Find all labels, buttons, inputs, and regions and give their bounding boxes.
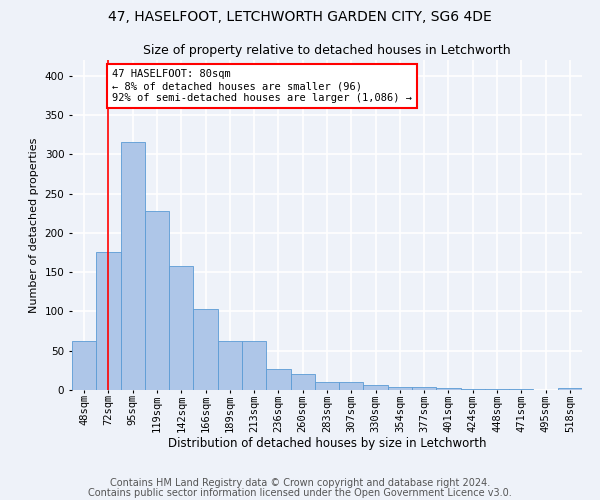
Bar: [315, 382, 339, 390]
Text: Contains HM Land Registry data © Crown copyright and database right 2024.: Contains HM Land Registry data © Crown c…: [110, 478, 490, 488]
Bar: [388, 387, 412, 390]
Text: 47, HASELFOOT, LETCHWORTH GARDEN CITY, SG6 4DE: 47, HASELFOOT, LETCHWORTH GARDEN CITY, S…: [108, 10, 492, 24]
Bar: [436, 388, 461, 390]
Bar: [169, 266, 193, 390]
Bar: [218, 342, 242, 390]
Bar: [121, 142, 145, 390]
Bar: [290, 374, 315, 390]
Bar: [485, 389, 509, 390]
Bar: [96, 252, 121, 390]
Text: Contains public sector information licensed under the Open Government Licence v3: Contains public sector information licen…: [88, 488, 512, 498]
Bar: [339, 382, 364, 390]
Text: 47 HASELFOOT: 80sqm
← 8% of detached houses are smaller (96)
92% of semi-detache: 47 HASELFOOT: 80sqm ← 8% of detached hou…: [112, 70, 412, 102]
Bar: [145, 211, 169, 390]
Bar: [509, 389, 533, 390]
Bar: [242, 342, 266, 390]
Bar: [364, 386, 388, 390]
Y-axis label: Number of detached properties: Number of detached properties: [29, 138, 39, 312]
Bar: [193, 309, 218, 390]
Bar: [266, 369, 290, 390]
Bar: [72, 340, 96, 390]
Bar: [461, 389, 485, 390]
X-axis label: Distribution of detached houses by size in Letchworth: Distribution of detached houses by size …: [168, 437, 486, 450]
Bar: [558, 388, 582, 390]
Bar: [412, 387, 436, 390]
Title: Size of property relative to detached houses in Letchworth: Size of property relative to detached ho…: [143, 44, 511, 58]
